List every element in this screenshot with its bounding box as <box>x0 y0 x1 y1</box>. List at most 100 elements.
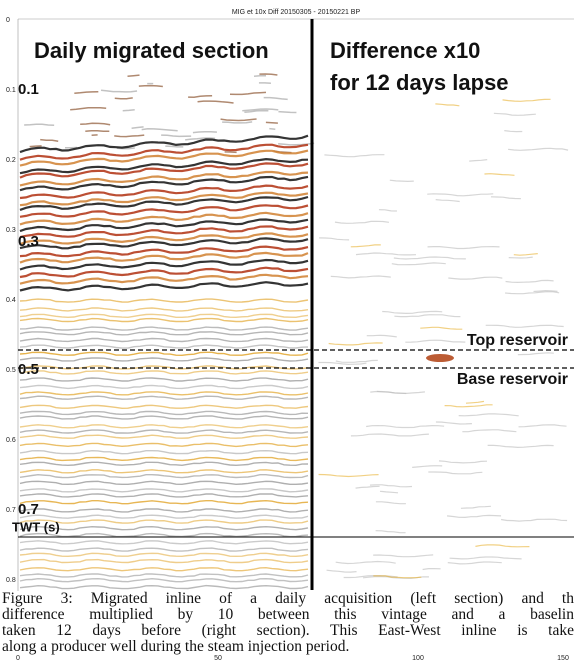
seismic-event <box>19 175 309 192</box>
seismic-event <box>505 291 560 295</box>
seismic-event <box>19 317 309 323</box>
seismic-event <box>19 232 309 246</box>
x-tick-label: 100 <box>412 655 424 662</box>
seismic-event <box>485 324 564 328</box>
seismic-event <box>19 307 309 312</box>
seismic-event <box>100 89 138 93</box>
seismic-event <box>19 143 309 161</box>
seismic-event <box>435 421 472 425</box>
seismic-event <box>335 359 378 363</box>
seismic-event <box>19 377 309 382</box>
seismic-event <box>487 444 554 449</box>
anomaly <box>426 354 454 362</box>
seismic-event <box>435 199 460 203</box>
seismic-event <box>19 384 309 390</box>
seismic-event <box>428 471 483 475</box>
seismic-event <box>19 326 309 331</box>
seismic-texture <box>19 73 569 590</box>
y-tick-label: 0.7 <box>6 507 16 514</box>
seismic-event <box>19 337 309 343</box>
seismic-event <box>229 91 267 96</box>
horizon-label: Base reservoir <box>457 371 568 388</box>
seismic-event <box>420 326 463 330</box>
seismic-event <box>19 584 309 590</box>
seismic-event <box>74 91 99 95</box>
seismic-event <box>19 469 309 474</box>
seismic-event <box>278 142 315 146</box>
seismic-event <box>192 130 217 134</box>
seismic-event <box>517 352 554 356</box>
figure-title: MIG et 10x Diff 20150305 - 20150221 BP <box>232 9 361 16</box>
y-tick-label: 0.4 <box>6 297 16 304</box>
seismic-event <box>222 121 253 124</box>
seismic-event <box>122 109 135 112</box>
seismic-event <box>138 84 163 88</box>
seismic-event <box>335 560 396 565</box>
seismic-event <box>19 149 309 167</box>
seismic-event <box>427 193 494 197</box>
left-panel-label: Daily migrated section <box>34 38 269 63</box>
seismic-event <box>19 461 309 467</box>
seismic-event <box>19 577 309 583</box>
x-tick-label: 150 <box>557 655 569 662</box>
seismic-event <box>379 490 399 494</box>
seismic-event <box>375 530 406 534</box>
seismic-event <box>19 415 309 420</box>
seismic-event <box>389 179 414 183</box>
seismic-event <box>508 147 569 151</box>
seismic-event <box>355 485 380 489</box>
seismic-event <box>19 434 309 439</box>
seismic-event <box>70 106 107 111</box>
seismic-event <box>244 109 269 114</box>
seismic-event <box>269 127 276 130</box>
seismic-event <box>263 96 288 101</box>
seismic-event <box>19 258 309 271</box>
caption-line: difference multiplied by 10 between this… <box>2 607 574 623</box>
seismic-event <box>141 128 178 132</box>
seismic-event <box>19 331 309 336</box>
caption: Figure 3: Migrated inline of a daily acq… <box>2 591 574 655</box>
seismic-event <box>458 413 519 417</box>
seismic-event <box>444 404 493 408</box>
seismic-event <box>19 410 309 416</box>
seismic-event <box>19 162 309 179</box>
seismic-event <box>373 575 422 579</box>
seismic-event <box>378 209 397 212</box>
seismic-event <box>435 103 460 107</box>
seismic-event <box>334 220 390 224</box>
seismic-event <box>448 276 503 280</box>
seismic-event <box>484 173 515 176</box>
seismic-event <box>394 314 461 318</box>
seismic-event <box>19 245 309 258</box>
overlay-tick-label: 0.7 <box>18 501 39 518</box>
seismic-event <box>19 266 309 279</box>
seismic-event <box>19 456 309 462</box>
seismic-event <box>24 123 55 127</box>
seismic-event <box>127 74 140 77</box>
seismic-event <box>19 532 309 538</box>
seismic-event <box>19 195 309 211</box>
seismic-event <box>224 151 237 154</box>
seismic-event <box>318 473 379 478</box>
y-tick-label: 0.3 <box>6 227 16 234</box>
seismic-event <box>350 244 381 248</box>
caption-line: Figure 3: Migrated inline of a daily acq… <box>2 591 574 607</box>
y-tick-label: 0.1 <box>6 87 16 94</box>
seismic-event <box>19 558 309 564</box>
seismic-event <box>19 351 309 357</box>
seismic-event <box>19 298 309 303</box>
seismic-event <box>19 547 309 552</box>
seismic-event <box>259 73 278 76</box>
caption-line: along a producer well during the steam i… <box>2 639 350 655</box>
seismic-event <box>355 252 417 256</box>
seismic-event <box>393 256 466 260</box>
seismic-event <box>19 237 309 250</box>
seismic-event <box>19 395 309 400</box>
seismic-event <box>19 424 309 429</box>
seismic-event <box>500 518 568 522</box>
seismic-event <box>19 184 309 200</box>
seismic-event <box>366 334 397 338</box>
seismic-event <box>328 342 383 346</box>
seismic-event <box>197 100 234 104</box>
